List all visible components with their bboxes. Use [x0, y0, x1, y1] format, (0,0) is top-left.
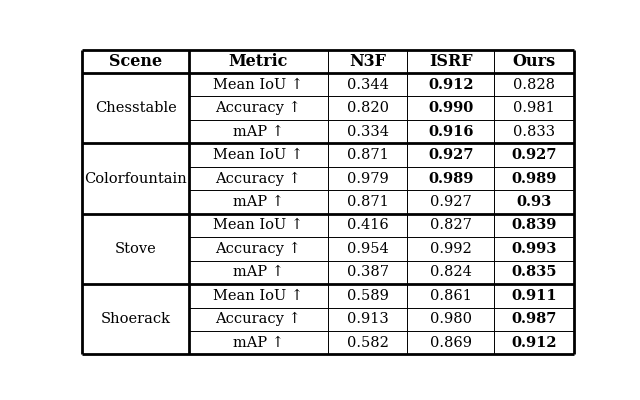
Text: 0.980: 0.980 [430, 312, 472, 326]
Text: 0.871: 0.871 [347, 195, 388, 209]
Text: 0.827: 0.827 [430, 218, 472, 232]
Text: mAP ↑: mAP ↑ [233, 195, 284, 209]
Text: 0.344: 0.344 [347, 78, 388, 92]
Text: Chesstable: Chesstable [95, 101, 177, 115]
Text: 0.912: 0.912 [428, 78, 474, 92]
Text: Mean IoU ↑: Mean IoU ↑ [213, 78, 303, 92]
Text: 0.334: 0.334 [346, 125, 388, 139]
Text: 0.981: 0.981 [513, 101, 555, 115]
Text: 0.839: 0.839 [511, 218, 557, 232]
Text: mAP ↑: mAP ↑ [233, 125, 284, 139]
Text: 0.835: 0.835 [511, 265, 557, 279]
Text: 0.869: 0.869 [430, 336, 472, 350]
Text: 0.824: 0.824 [430, 265, 472, 279]
Text: ISRF: ISRF [429, 53, 472, 70]
Text: 0.582: 0.582 [347, 336, 388, 350]
Text: Mean IoU ↑: Mean IoU ↑ [213, 148, 303, 162]
Text: 0.987: 0.987 [511, 312, 557, 326]
Text: Shoerack: Shoerack [100, 312, 171, 326]
Text: 0.387: 0.387 [346, 265, 388, 279]
Text: Stove: Stove [115, 242, 157, 256]
Text: 0.979: 0.979 [347, 172, 388, 186]
Text: 0.990: 0.990 [428, 101, 474, 115]
Text: 0.828: 0.828 [513, 78, 555, 92]
Text: 0.993: 0.993 [511, 242, 557, 256]
Text: Accuracy ↑: Accuracy ↑ [216, 242, 301, 256]
Text: Accuracy ↑: Accuracy ↑ [216, 312, 301, 326]
Text: N3F: N3F [349, 53, 386, 70]
Text: 0.927: 0.927 [430, 195, 472, 209]
Text: Mean IoU ↑: Mean IoU ↑ [213, 218, 303, 232]
Text: 0.927: 0.927 [428, 148, 474, 162]
Text: 0.416: 0.416 [347, 218, 388, 232]
Text: 0.954: 0.954 [347, 242, 388, 256]
Text: 0.912: 0.912 [511, 336, 557, 350]
Text: 0.820: 0.820 [346, 101, 388, 115]
Text: Metric: Metric [228, 53, 288, 70]
Text: mAP ↑: mAP ↑ [233, 265, 284, 279]
Text: 0.916: 0.916 [428, 125, 474, 139]
Text: 0.871: 0.871 [347, 148, 388, 162]
Text: Scene: Scene [109, 53, 162, 70]
Text: 0.911: 0.911 [511, 289, 557, 303]
Text: Mean IoU ↑: Mean IoU ↑ [213, 289, 303, 303]
Text: 0.989: 0.989 [511, 172, 557, 186]
Text: 0.589: 0.589 [347, 289, 388, 303]
Text: Colorfountain: Colorfountain [84, 172, 187, 186]
Text: Accuracy ↑: Accuracy ↑ [216, 172, 301, 186]
Text: 0.833: 0.833 [513, 125, 555, 139]
Text: 0.992: 0.992 [430, 242, 472, 256]
Text: Accuracy ↑: Accuracy ↑ [216, 101, 301, 115]
Text: mAP ↑: mAP ↑ [233, 336, 284, 350]
Text: 0.93: 0.93 [516, 195, 552, 209]
Text: 0.861: 0.861 [430, 289, 472, 303]
Text: 0.989: 0.989 [428, 172, 474, 186]
Text: 0.927: 0.927 [511, 148, 557, 162]
Text: Ours: Ours [513, 53, 556, 70]
Text: 0.913: 0.913 [347, 312, 388, 326]
